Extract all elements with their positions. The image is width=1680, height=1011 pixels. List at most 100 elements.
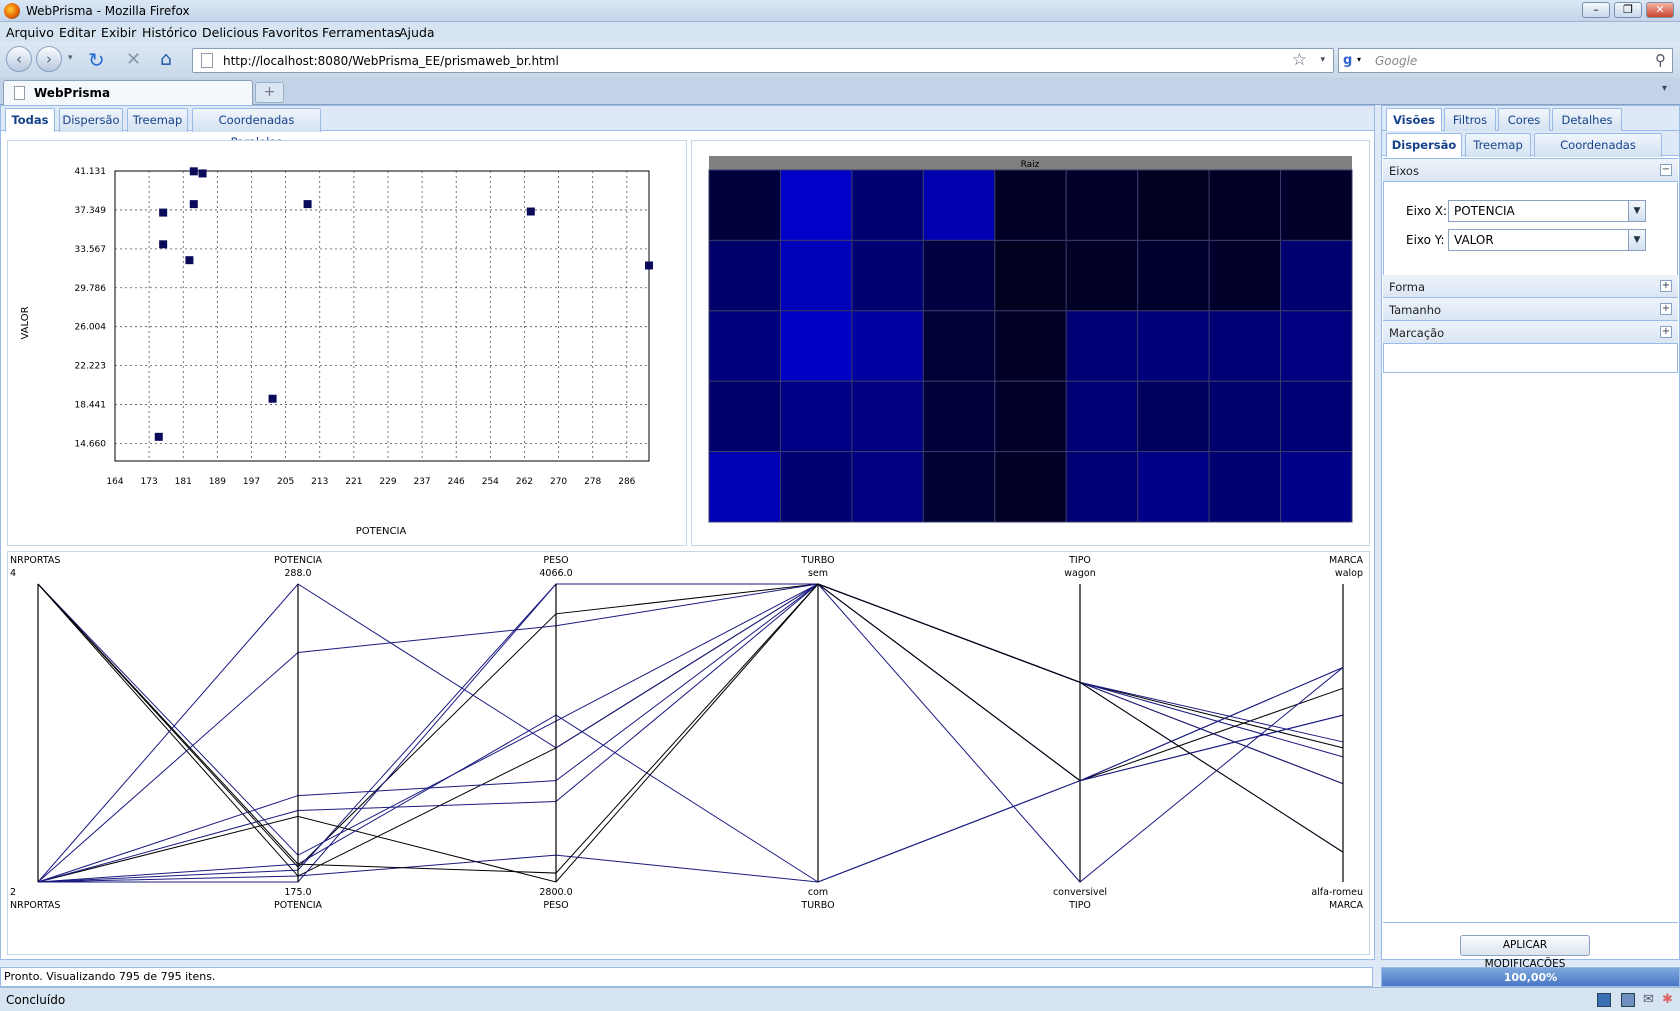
home-icon[interactable]: ⌂ (160, 48, 173, 70)
forward-button[interactable]: › (36, 46, 62, 72)
minimize-button[interactable]: – (1582, 2, 1610, 18)
mail-icon[interactable]: ✉ (1643, 992, 1654, 1007)
scatter-point (526, 207, 535, 216)
close-window-button[interactable]: ✕ (1646, 2, 1674, 18)
y-tick-label: 41.131 (75, 167, 107, 177)
x-tick-label: 237 (413, 477, 430, 487)
section-marcacao[interactable]: Marcação + (1383, 321, 1678, 344)
addon-icon[interactable] (1597, 993, 1611, 1007)
axis-name-bottom: TURBO (800, 900, 834, 911)
back-button[interactable]: ‹ (6, 46, 32, 72)
url-text: http://localhost:8080/WebPrisma_EE/prism… (223, 54, 559, 68)
bookmark-star-icon[interactable]: ☆ (1291, 50, 1307, 70)
chevron-down-icon[interactable]: ▼ (1628, 230, 1645, 250)
tab-coordenadas-paralelas[interactable]: Coordenadas Paralelas (192, 108, 321, 149)
menu-editar[interactable]: Editar (59, 25, 97, 40)
subtab-treemap[interactable]: Treemap (1465, 133, 1531, 157)
parallel-coordinates-panel: NRPORTAS 4 2 NRPORTAS POTENCIA 288.0 175.0 POTE… (7, 551, 1370, 955)
section-eixos-title: Eixos (1389, 164, 1419, 178)
tab-list-icon[interactable]: ▾ (1662, 83, 1668, 94)
treemap-cell (779, 310, 853, 382)
menu-historico[interactable]: Histórico (142, 25, 198, 40)
expand-icon[interactable]: + (1660, 303, 1672, 315)
eixo-y-select[interactable]: VALOR ▼ (1448, 229, 1646, 251)
stop-icon[interactable]: ✕ (126, 49, 142, 70)
history-dropdown-icon[interactable]: ▾ (68, 53, 73, 63)
tab-filtros[interactable]: Filtros (1444, 108, 1496, 132)
browser-status-bar: Concluído ✉ ✱ (0, 987, 1680, 1011)
x-tick-label: 278 (584, 477, 601, 487)
x-tick-label: 173 (141, 477, 158, 487)
treemap-cell (1280, 310, 1353, 382)
subtab-coordenadas-paralelas[interactable]: Coordenadas Paralelas (1534, 133, 1662, 174)
window-title-bar: WebPrisma - Mozilla Firefox – ❐ ✕ (0, 0, 1680, 22)
menu-delicious[interactable]: Delicious (202, 25, 259, 40)
section-marcacao-title: Marcação (1389, 326, 1445, 340)
expand-icon[interactable]: + (1660, 326, 1672, 338)
firebug-icon[interactable]: ✱ (1662, 992, 1673, 1007)
tab-cores[interactable]: Cores (1498, 108, 1550, 132)
axis-name-bottom: MARCA (1329, 900, 1363, 911)
scatter-plot[interactable]: VALOR POTENCIA 164 173 181 189 197 205 213 221 2… (8, 141, 686, 545)
section-forma[interactable]: Forma + (1383, 275, 1678, 298)
treemap-cell (922, 169, 996, 241)
x-tick-label: 181 (175, 477, 192, 487)
treemap-cell (1065, 239, 1139, 312)
section-tamanho-title: Tamanho (1389, 303, 1442, 317)
tab-todas[interactable]: Todas (5, 108, 55, 132)
chevron-down-icon[interactable]: ▼ (1628, 201, 1645, 221)
tab-detalhes[interactable]: Detalhes (1552, 108, 1622, 132)
views-panel: Todas Dispersão Treemap Coordenadas Para… (0, 105, 1375, 960)
treemap-cell (779, 169, 853, 241)
menu-ferramentas[interactable]: Ferramentas (322, 25, 401, 40)
delicious-icon[interactable] (1621, 993, 1635, 1007)
tab-treemap[interactable]: Treemap (127, 108, 188, 132)
firefox-logo-icon (4, 3, 20, 19)
menu-arquivo[interactable]: Arquivo (6, 25, 54, 40)
treemap[interactable]: Raiz (692, 141, 1369, 545)
google-engine-icon[interactable]: g (1343, 53, 1353, 68)
treemap-cell (708, 380, 781, 453)
search-icon[interactable]: ⚲ (1655, 51, 1666, 69)
treemap-cell (1208, 169, 1282, 241)
expand-icon[interactable]: + (1660, 280, 1672, 292)
y-tick-label: 22.223 (75, 362, 107, 372)
menu-exibir[interactable]: Exibir (101, 25, 137, 40)
eixo-x-select[interactable]: POTENCIA ▼ (1448, 200, 1646, 222)
x-tick-label: 189 (209, 477, 226, 487)
scatter-point (159, 208, 168, 217)
treemap-cell (994, 239, 1067, 312)
parallel-coordinates-plot[interactable]: NRPORTAS 4 2 NRPORTAS POTENCIA 288.0 175.0 POTE… (8, 552, 1369, 954)
subtab-dispersao[interactable]: Dispersão (1386, 133, 1462, 157)
collapse-icon[interactable]: − (1660, 164, 1672, 176)
url-dropdown-icon[interactable]: ▾ (1320, 55, 1325, 65)
y-tick-label: 26.004 (75, 323, 107, 333)
y-tick-label: 33.567 (75, 245, 107, 255)
maximize-button[interactable]: ❐ (1614, 2, 1642, 18)
treemap-cell (1208, 451, 1282, 523)
x-tick-label: 197 (243, 477, 260, 487)
eixo-x-value: POTENCIA (1454, 204, 1515, 218)
data-polyline (37, 583, 1344, 883)
page-icon (14, 86, 25, 100)
axis-max-label: 4066.0 (539, 568, 572, 579)
new-tab-button[interactable]: + (255, 82, 284, 103)
search-box[interactable]: g ▾ Google ⚲ (1338, 48, 1673, 73)
menu-ajuda[interactable]: Ajuda (399, 25, 435, 40)
section-eixos[interactable]: Eixos − (1383, 159, 1678, 182)
url-bar[interactable]: http://localhost:8080/WebPrisma_EE/prism… (192, 48, 1334, 73)
scatter-x-axis-label: POTENCIA (356, 526, 407, 537)
reload-icon[interactable]: ↻ (88, 48, 105, 72)
apply-changes-button[interactable]: APLICAR MODIFICAÇÕES (1460, 935, 1590, 970)
menu-favoritos[interactable]: Favoritos (262, 25, 319, 40)
treemap-cell (851, 380, 924, 453)
tab-visoes[interactable]: Visões (1386, 108, 1442, 132)
axis-max-label: 4 (10, 568, 16, 579)
section-tamanho[interactable]: Tamanho + (1383, 298, 1678, 321)
data-polyline (37, 583, 1344, 883)
tab-dispersao[interactable]: Dispersão (59, 108, 123, 132)
browser-tab-webprisma[interactable]: WebPrisma (3, 80, 253, 105)
axis-name-bottom: TIPO (1068, 900, 1091, 911)
engine-dropdown-icon[interactable]: ▾ (1357, 55, 1362, 64)
data-polyline (37, 583, 1344, 868)
